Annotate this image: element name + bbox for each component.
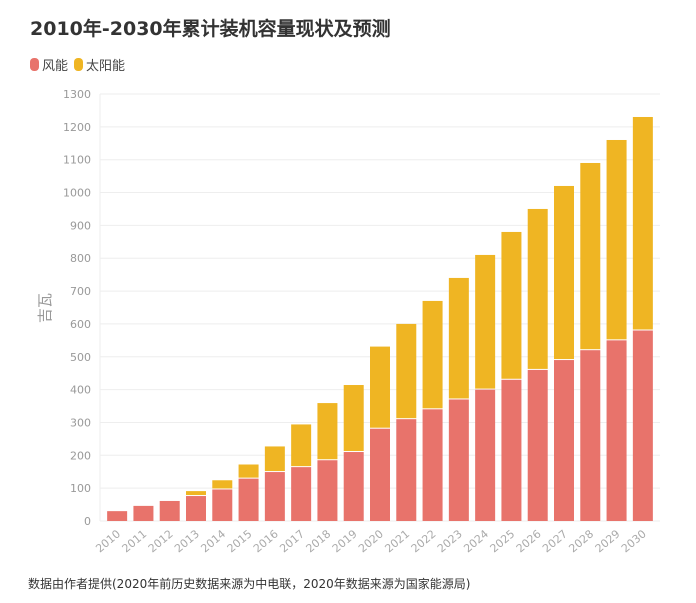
y-tick-label: 400 (70, 384, 91, 397)
bar-solar (264, 446, 285, 472)
bar-wind (632, 330, 653, 521)
bar-wind (107, 511, 128, 521)
y-tick-label: 800 (70, 252, 91, 265)
bar-wind (343, 452, 364, 521)
x-tick-label: 2027 (540, 527, 570, 555)
legend-swatch-wind (30, 58, 39, 71)
x-tick-label: 2012 (146, 527, 176, 555)
bar-solar (606, 139, 627, 340)
x-tick-label: 2024 (461, 527, 491, 555)
bar-wind (186, 496, 206, 521)
x-tick-label: 2030 (619, 527, 649, 555)
bar-wind (422, 409, 443, 521)
chart-title: 2010年-2030年累计装机容量现状及预测 (30, 18, 391, 40)
bar-solar (317, 403, 338, 460)
bar-wind (212, 489, 233, 521)
y-tick-label: 100 (70, 482, 91, 495)
bar-wind (580, 350, 601, 521)
x-tick-label: 2021 (382, 527, 412, 555)
x-tick-label: 2014 (198, 527, 228, 555)
x-tick-label: 2016 (251, 527, 281, 555)
bar-wind (501, 379, 522, 521)
legend-item-wind[interactable]: 风能 (30, 55, 68, 74)
y-tick-label: 900 (70, 219, 91, 232)
y-tick-label: 0 (84, 515, 91, 528)
bar-solar (580, 162, 601, 350)
bar-solar (212, 480, 233, 489)
bar-wind (396, 419, 417, 521)
x-tick-label: 2013 (172, 527, 202, 555)
bar-solar (554, 185, 574, 360)
y-tick-label: 1300 (63, 88, 91, 101)
bar-solar (501, 231, 522, 379)
bar-wind (317, 460, 338, 521)
bar-solar (370, 346, 390, 428)
x-tick-label: 2025 (488, 527, 518, 555)
x-tick-label: 2011 (120, 527, 150, 555)
bar-solar (396, 323, 417, 419)
bar-solar (422, 300, 443, 409)
bar-wind (133, 505, 154, 521)
x-tick-label: 2028 (566, 527, 596, 555)
bar-wind (159, 500, 180, 521)
bar-wind (606, 340, 627, 521)
x-tick-label: 2010 (93, 527, 123, 555)
x-tick-label: 2029 (593, 527, 623, 555)
bar-solar (238, 464, 259, 478)
y-axis-label: 吉瓦 (36, 293, 54, 323)
bar-solar (186, 491, 206, 496)
source-note: 数据由作者提供(2020年前历史数据来源为中电联，2020年数据来源为国家能源局… (28, 577, 471, 591)
y-tick-label: 600 (70, 318, 91, 331)
y-tick-label: 300 (70, 416, 91, 429)
bar-solar (343, 385, 364, 452)
x-tick-label: 2015 (225, 527, 255, 555)
bar-solar (448, 277, 469, 399)
y-tick-label: 1000 (63, 187, 91, 200)
y-tick-label: 500 (70, 351, 91, 364)
x-tick-label: 2023 (435, 527, 465, 555)
bar-wind (264, 472, 285, 521)
bar-wind (291, 467, 312, 521)
bar-solar (632, 116, 653, 330)
legend: 风能 太阳能 (30, 55, 131, 74)
y-tick-label: 200 (70, 449, 91, 462)
legend-swatch-solar (74, 58, 84, 71)
bar-wind (448, 399, 469, 521)
y-tick-label: 1200 (63, 121, 91, 134)
y-tick-label: 1100 (63, 154, 91, 167)
legend-item-solar[interactable]: 太阳能 (74, 55, 125, 74)
bar-wind (475, 389, 496, 521)
bar-solar (291, 424, 312, 467)
x-tick-label: 2022 (409, 527, 439, 555)
x-tick-label: 2020 (356, 527, 386, 555)
bar-wind (527, 369, 548, 521)
bar-solar (527, 208, 548, 369)
bar-wind (238, 478, 259, 521)
legend-label-wind: 风能 (42, 59, 69, 74)
bar-solar (475, 254, 496, 389)
x-tick-label: 2026 (514, 527, 544, 555)
y-tick-label: 700 (70, 285, 91, 298)
x-tick-label: 2018 (304, 527, 334, 555)
x-tick-label: 2017 (277, 527, 307, 555)
bar-wind (554, 360, 574, 521)
legend-label-solar: 太阳能 (86, 59, 126, 74)
bar-wind (370, 428, 390, 521)
x-tick-label: 2019 (330, 527, 360, 555)
